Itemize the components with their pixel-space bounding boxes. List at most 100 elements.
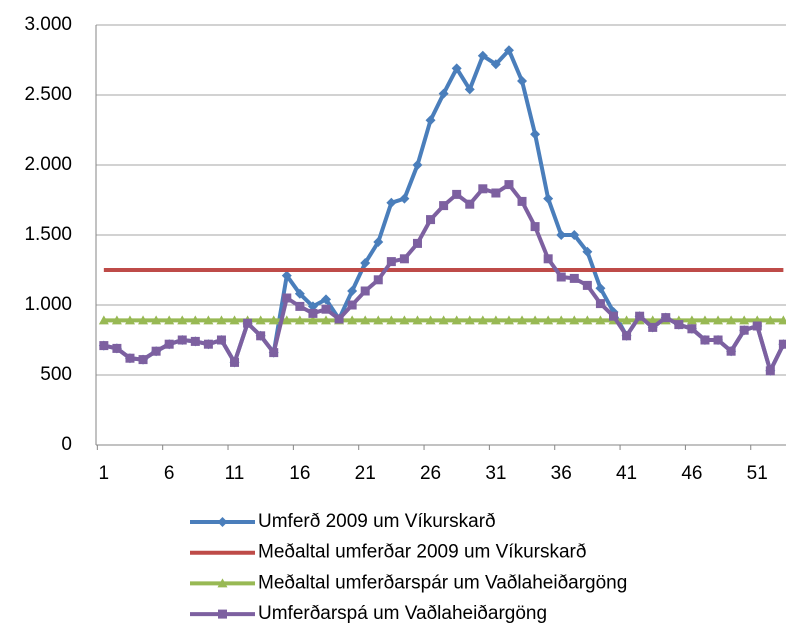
- marker: [556, 315, 567, 325]
- marker: [517, 196, 527, 206]
- marker: [190, 315, 201, 325]
- marker: [426, 215, 436, 225]
- marker: [700, 335, 710, 345]
- marker: [569, 230, 580, 240]
- marker: [464, 84, 475, 95]
- marker: [334, 314, 344, 324]
- marker: [164, 339, 174, 349]
- legend-label: Meðaltal umferðar 2009 um Víkurskarð: [258, 542, 586, 563]
- marker: [647, 315, 658, 325]
- marker: [503, 315, 514, 325]
- marker: [216, 335, 226, 345]
- marker: [530, 315, 541, 325]
- marker: [386, 197, 397, 208]
- legend-label: Umferð 2009 um Víkurskarð: [258, 511, 496, 532]
- marker: [765, 366, 775, 376]
- marker: [386, 315, 397, 325]
- marker: [347, 315, 358, 325]
- marker: [439, 201, 449, 211]
- marker: [477, 50, 488, 61]
- x-tick-label: 11: [225, 463, 245, 484]
- marker: [739, 325, 749, 335]
- marker: [674, 320, 684, 330]
- marker: [399, 193, 410, 204]
- marker: [282, 293, 292, 303]
- marker: [216, 315, 227, 325]
- marker: [164, 315, 175, 325]
- marker: [687, 324, 697, 334]
- marker: [530, 222, 540, 232]
- x-tick-label: 26: [420, 463, 441, 484]
- marker: [111, 315, 122, 325]
- marker: [425, 115, 436, 126]
- marker: [778, 339, 786, 349]
- marker: [360, 315, 371, 325]
- marker: [412, 160, 423, 170]
- x-tick-label: 21: [355, 463, 376, 484]
- marker: [268, 315, 279, 325]
- marker: [294, 315, 305, 325]
- marker: [112, 343, 122, 353]
- marker: [190, 336, 200, 346]
- marker: [438, 315, 449, 325]
- marker: [452, 189, 462, 199]
- marker: [138, 355, 148, 365]
- marker: [503, 45, 514, 56]
- marker: [451, 315, 462, 325]
- marker: [490, 59, 501, 70]
- marker: [138, 315, 149, 325]
- y-tick-label: 2.000: [24, 154, 72, 175]
- marker: [230, 357, 240, 367]
- marker: [373, 237, 384, 247]
- marker: [726, 346, 736, 356]
- x-tick-label: 46: [681, 463, 702, 484]
- marker: [177, 315, 188, 325]
- marker: [465, 199, 475, 209]
- marker: [686, 315, 697, 325]
- marker: [726, 315, 737, 325]
- x-tick-label: 31: [485, 463, 506, 484]
- y-tick-label: 3.000: [24, 14, 72, 35]
- marker: [477, 315, 488, 325]
- marker: [321, 294, 331, 305]
- marker: [125, 353, 135, 363]
- marker: [412, 238, 422, 248]
- marker: [218, 609, 227, 619]
- legend-label: Meðaltal umferðarspár um Vaðlaheiðargöng: [258, 572, 627, 593]
- marker: [399, 315, 410, 325]
- marker: [308, 308, 318, 318]
- x-tick-label: 41: [616, 463, 637, 484]
- marker: [321, 304, 331, 314]
- marker: [490, 315, 501, 325]
- marker: [217, 578, 228, 588]
- marker: [609, 311, 618, 321]
- marker: [151, 346, 161, 356]
- marker: [321, 315, 331, 325]
- marker: [295, 301, 305, 311]
- marker: [543, 254, 553, 264]
- marker: [243, 318, 253, 328]
- marker: [543, 315, 554, 325]
- x-tick-label: 16: [289, 463, 310, 484]
- x-tick-label: 1: [99, 463, 110, 484]
- marker: [739, 315, 750, 325]
- marker: [569, 315, 580, 325]
- marker: [386, 257, 396, 267]
- marker: [203, 315, 214, 325]
- marker: [98, 315, 109, 325]
- marker: [124, 315, 135, 325]
- marker: [699, 315, 710, 325]
- marker: [203, 339, 213, 349]
- marker: [399, 254, 409, 264]
- marker: [347, 300, 357, 310]
- marker: [307, 315, 318, 325]
- y-tick-label: 0: [61, 434, 72, 455]
- legend-label: Umferðarspá um Vaðlaheiðargöng: [258, 603, 547, 624]
- marker: [778, 315, 786, 325]
- marker: [151, 315, 162, 325]
- y-tick-label: 1.000: [24, 294, 72, 315]
- marker: [543, 193, 554, 204]
- marker: [255, 315, 266, 325]
- x-tick-label: 36: [551, 463, 572, 484]
